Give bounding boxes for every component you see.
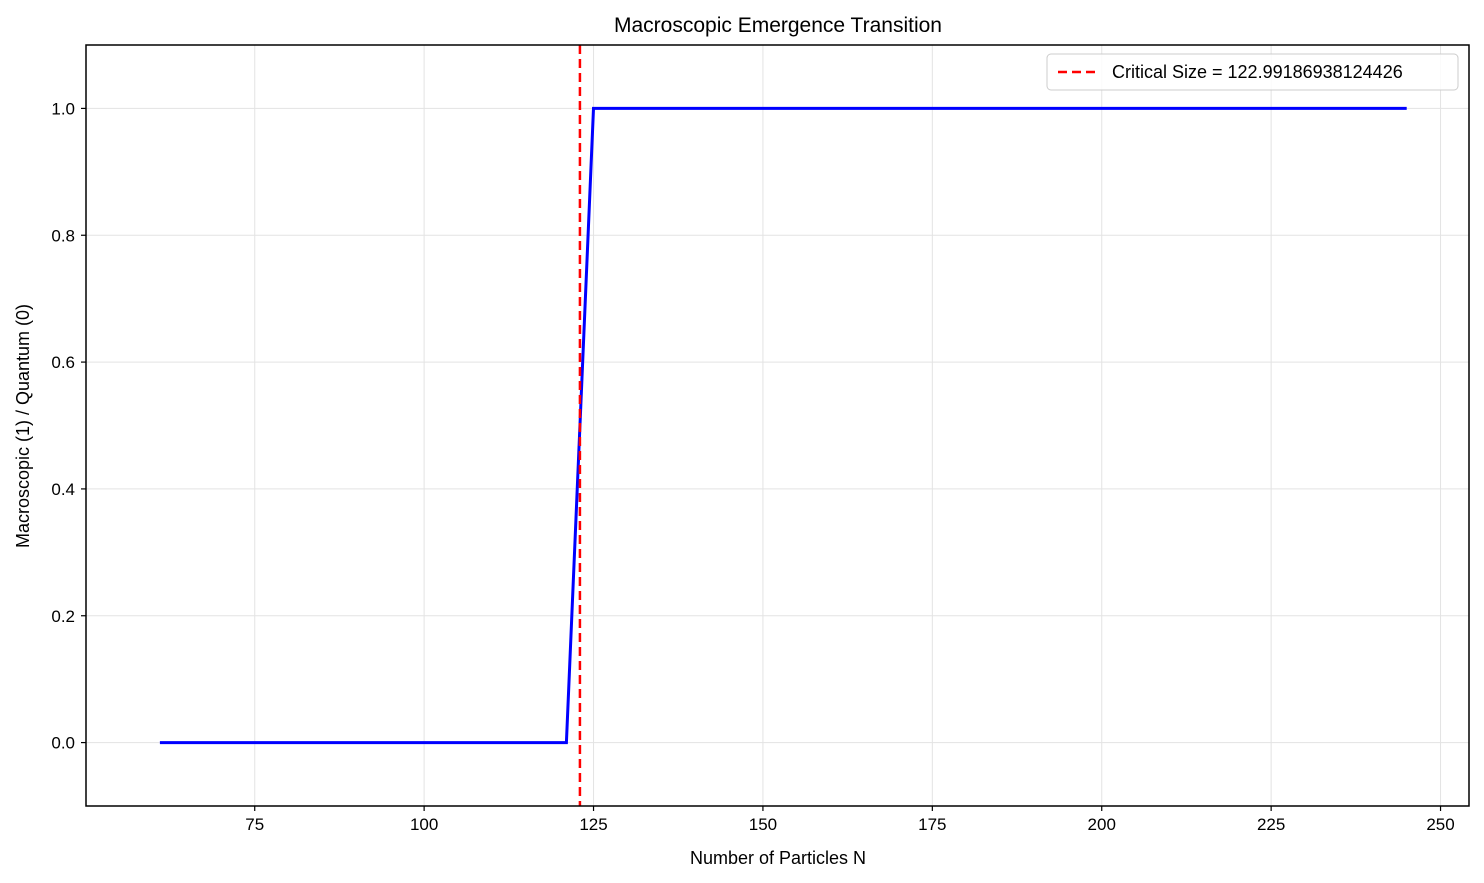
chart-title: Macroscopic Emergence Transition (614, 14, 942, 37)
legend-box (1046, 53, 1459, 91)
plot-frame (85, 44, 1470, 807)
y-tick-label: 0.2 (51, 607, 75, 626)
x-axis: 75 100 125 150 175 200 225 250 (245, 806, 1455, 834)
y-axis-label: Macroscopic (1) / Quantum (0) (13, 304, 33, 548)
x-tick-label: 125 (579, 815, 607, 834)
x-tick-label: 250 (1426, 815, 1454, 834)
y-tick-label: 0.0 (51, 734, 75, 753)
y-tick-label: 1.0 (51, 99, 75, 118)
y-tick-label: 0.4 (51, 480, 75, 499)
y-tick-label: 0.6 (51, 353, 75, 372)
x-tick-label: 150 (749, 815, 777, 834)
plot-area (159, 45, 1407, 806)
y-axis: 0.0 0.2 0.4 0.6 0.8 1.0 (51, 99, 86, 753)
x-tick-label: 175 (918, 815, 946, 834)
x-tick-label: 200 (1088, 815, 1116, 834)
x-axis-label: Number of Particles N (690, 848, 866, 868)
x-tick-label: 75 (245, 815, 264, 834)
y-tick-label: 0.8 (51, 226, 75, 245)
x-tick-label: 225 (1257, 815, 1285, 834)
x-tick-label: 100 (410, 815, 438, 834)
legend: Critical Size = 122.99186938124426 (1046, 53, 1459, 91)
legend-label-critical-size: Critical Size = 122.99186938124426 (1112, 62, 1403, 82)
